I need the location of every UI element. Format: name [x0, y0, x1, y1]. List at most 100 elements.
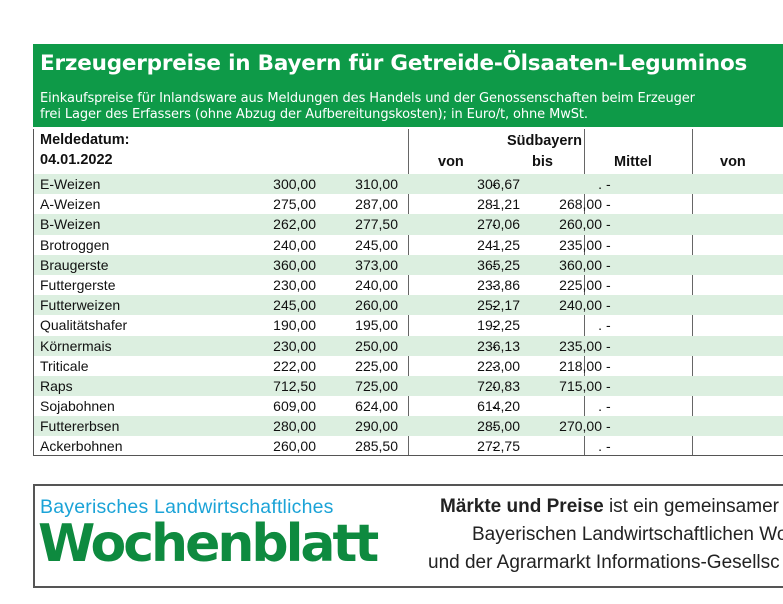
table-row: Brotroggen 240,00-245,00 241,25 235,00- — [34, 235, 783, 255]
range-dash: - — [492, 398, 497, 415]
range-dash-region-2: - — [606, 256, 611, 273]
table-row: Futterweizen 245,00-260,00 252,17 240,00- — [34, 295, 783, 316]
range-dash: - — [492, 216, 497, 233]
price-from-region-2: 360,00 — [559, 256, 602, 273]
range-dash: - — [492, 176, 497, 192]
column-divider — [408, 129, 409, 455]
price-from: 240,00 — [273, 236, 316, 253]
table-body: E-Weizen 300,00-310,00 306,67. - A-Weizen 275… — [34, 174, 783, 455]
table-subtitle-line-2: frei Lager des Erfassers (ohne Abzug der… — [40, 107, 588, 122]
price-from-region-2: 268,00 — [559, 196, 602, 213]
product-name: B-Weizen — [40, 216, 101, 233]
price-from: 230,00 — [273, 337, 316, 354]
footer-bold-phrase: Märkte und Preise — [440, 496, 604, 517]
range-dash-region-2: - — [606, 317, 611, 334]
table-row: Qualitätshafer 190,00-195,00 192,25. - — [34, 315, 783, 335]
footer-text-line-2: Bayerischen Landwirtschaftlichen Wo — [472, 524, 783, 545]
price-average: 233,86 — [477, 276, 520, 293]
price-from-region-2: 715,00 — [559, 377, 602, 394]
price-from-region-2: 235,00 — [559, 236, 602, 253]
price-to: 250,00 — [355, 337, 398, 354]
price-from-region-2: 260,00 — [559, 216, 602, 233]
price-from: 190,00 — [273, 317, 316, 334]
price-from: 275,00 — [273, 196, 316, 213]
range-dash: - — [492, 256, 497, 273]
price-from: 260,00 — [273, 438, 316, 455]
table-row: Triticale 222,00-225,00 223,00 218,00- — [34, 356, 783, 376]
table-row: Braugerste 360,00-373,00 365,25 360,00- — [34, 254, 783, 275]
price-from: 712,50 — [273, 377, 316, 394]
price-to: 373,00 — [355, 256, 398, 273]
price-from: 262,00 — [273, 216, 316, 233]
range-dash-region-2: - — [606, 196, 611, 213]
price-average: 192,25 — [477, 317, 520, 334]
product-name: Qualitätshafer — [40, 317, 128, 334]
table-row: Ackerbohnen 260,00-285,50 272,75. - — [34, 436, 783, 455]
product-name: E-Weizen — [40, 176, 101, 192]
range-dash-region-2: - — [606, 418, 611, 435]
range-dash: - — [492, 438, 497, 455]
product-name: A-Weizen — [40, 196, 101, 213]
table-title: Erzeugerpreise in Bayern für Getreide-Öl… — [40, 51, 748, 76]
price-average: 365,25 — [477, 256, 520, 273]
price-table: Meldedatum: 04.01.2022 Südbayern von bis… — [33, 129, 783, 456]
price-from-region-2: 218,00 — [559, 357, 602, 374]
report-date: 04.01.2022 — [40, 152, 113, 168]
price-average: 614,20 — [477, 398, 520, 415]
price-to: 225,00 — [355, 357, 398, 374]
range-dash: - — [492, 317, 497, 334]
price-from-region-2: . — [598, 438, 602, 455]
table-row: B-Weizen 262,00-277,50 270,06 260,00- — [34, 214, 783, 235]
range-dash-region-2: - — [606, 276, 611, 293]
price-to: 195,00 — [355, 317, 398, 334]
price-from: 245,00 — [273, 297, 316, 314]
range-dash: - — [492, 377, 497, 394]
region-header-suedbayern: Südbayern — [507, 133, 582, 149]
range-dash-region-2: - — [606, 337, 611, 354]
price-average: 720,83 — [477, 377, 520, 394]
footer-text-line-3: und der Agrarmarkt Informations-Gesellsc — [428, 552, 780, 573]
price-average: 270,06 — [477, 216, 520, 233]
price-to: 277,50 — [355, 216, 398, 233]
range-dash: - — [492, 236, 497, 253]
product-name: Triticale — [40, 357, 89, 374]
price-to: 290,00 — [355, 418, 398, 435]
table-row: Futtererbsen 280,00-290,00 285,00 270,00- — [34, 416, 783, 437]
price-to: 260,00 — [355, 297, 398, 314]
price-to: 624,00 — [355, 398, 398, 415]
price-from-region-2: . — [598, 317, 602, 334]
range-dash-region-2: - — [606, 438, 611, 455]
price-average: 285,00 — [477, 418, 520, 435]
range-dash-region-2: - — [606, 377, 611, 394]
price-to: 245,00 — [355, 236, 398, 253]
price-from-region-2: 225,00 — [559, 276, 602, 293]
column-header-von: von — [438, 154, 464, 170]
table-row: Raps 712,50-725,00 720,83 715,00- — [34, 375, 783, 397]
range-dash-region-2: - — [606, 216, 611, 233]
price-from: 280,00 — [273, 418, 316, 435]
range-dash: - — [492, 337, 497, 354]
price-from: 300,00 — [273, 176, 316, 192]
price-from-region-2: . — [598, 176, 602, 192]
column-header-mittel: Mittel — [614, 154, 652, 170]
range-dash: - — [492, 357, 497, 374]
range-dash-region-2: - — [606, 236, 611, 253]
range-dash-region-2: - — [606, 398, 611, 415]
product-name: Braugerste — [40, 256, 109, 273]
price-from-region-2: 240,00 — [559, 297, 602, 314]
price-from: 609,00 — [273, 398, 316, 415]
logo-wordmark: Wochenblatt — [38, 514, 379, 574]
price-from: 230,00 — [273, 276, 316, 293]
publisher-footer: Bayerisches Landwirtschaftliches Wochenb… — [33, 484, 783, 588]
price-from: 222,00 — [273, 357, 316, 374]
range-dash-region-2: - — [606, 357, 611, 374]
price-average: 223,00 — [477, 357, 520, 374]
product-name: Futtererbsen — [40, 418, 120, 435]
product-name: Futterweizen — [40, 297, 121, 314]
product-name: Ackerbohnen — [40, 438, 123, 455]
column-divider — [692, 129, 693, 455]
footer-text-line-1-rest: ist ein gemeinsamer — [603, 496, 779, 517]
price-average: 272,75 — [477, 438, 520, 455]
table-subtitle-line-1: Einkaufspreise für Inlandsware aus Meldu… — [40, 91, 695, 106]
product-name: Sojabohnen — [40, 398, 115, 415]
